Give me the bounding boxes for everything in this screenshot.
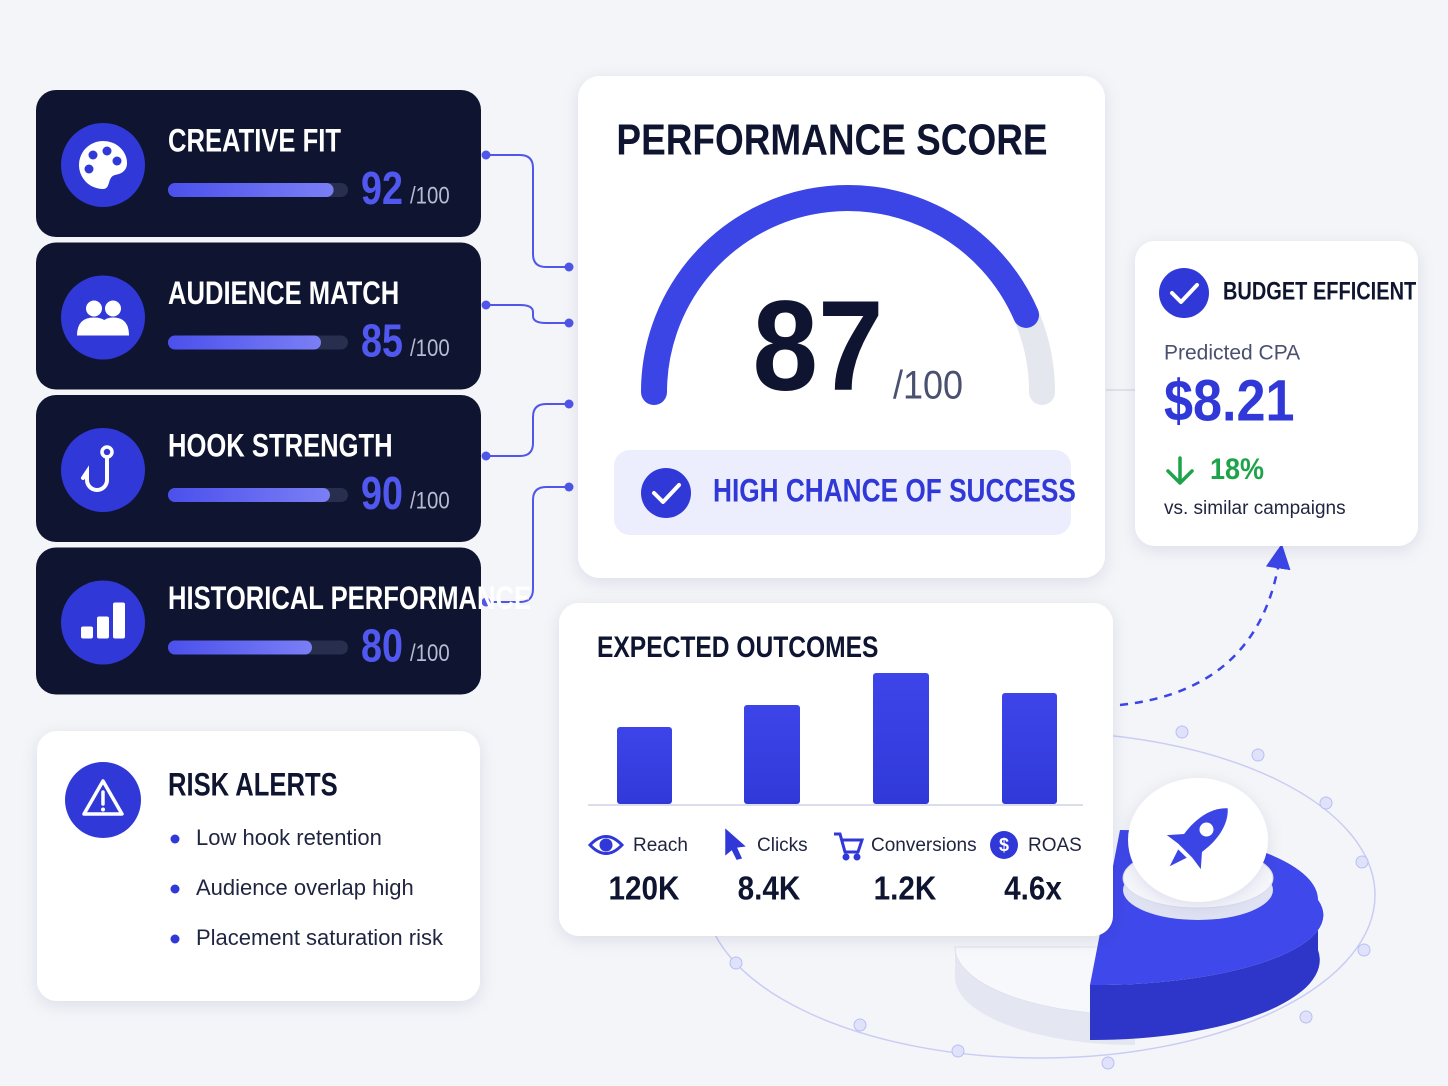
metric-card bbox=[36, 242, 481, 390]
risk-bullet bbox=[170, 934, 180, 944]
people-icon bbox=[77, 317, 129, 336]
metric-card bbox=[36, 90, 481, 237]
outcome-value: 4.6x bbox=[1004, 870, 1062, 907]
outcome-label: Conversions bbox=[871, 835, 977, 856]
progress-bar bbox=[168, 488, 330, 502]
bars-icon bbox=[113, 602, 125, 639]
gauge-value bbox=[641, 185, 1040, 405]
metric-label: CREATIVE FIT bbox=[168, 124, 341, 159]
metric-icon-bg bbox=[61, 275, 145, 360]
metric-label: HOOK STRENGTH bbox=[168, 429, 393, 464]
metric-score: 85 bbox=[361, 315, 403, 366]
status-pill bbox=[614, 450, 1071, 535]
palette-dot bbox=[88, 150, 98, 160]
progress-bar bbox=[168, 335, 321, 350]
status-text: HIGH CHANCE OF SUCCESS bbox=[713, 474, 1076, 509]
outcome-label: Reach bbox=[633, 835, 688, 856]
metric-score: 90 bbox=[361, 468, 403, 519]
budget-note: vs. similar campaigns bbox=[1164, 498, 1346, 519]
metric-score: 92 bbox=[361, 163, 403, 214]
risk-item: Low hook retention bbox=[196, 825, 382, 850]
palette-dot bbox=[84, 164, 94, 174]
cards: $ bbox=[37, 76, 1418, 1001]
people-icon bbox=[86, 300, 102, 317]
risk-item: Audience overlap high bbox=[196, 875, 414, 900]
budget-change: 18% bbox=[1210, 453, 1264, 487]
risk-item: Placement saturation risk bbox=[196, 925, 444, 950]
dollar-icon: $ bbox=[999, 835, 1009, 855]
score-value: 87 bbox=[753, 275, 884, 418]
metric-label: HISTORICAL PERFORMANCE bbox=[168, 581, 531, 616]
outcome-value: 8.4K bbox=[738, 870, 801, 907]
metric-icon-bg bbox=[61, 428, 145, 512]
budget-title: BUDGET EFFICIENT bbox=[1223, 278, 1416, 306]
risk-bullet bbox=[170, 834, 180, 844]
palette-dot bbox=[112, 156, 122, 166]
outcome-label: Clicks bbox=[757, 835, 808, 856]
metric-card bbox=[36, 547, 481, 695]
metric-max: /100 bbox=[410, 182, 450, 209]
bars-icon bbox=[97, 616, 109, 639]
decoration bbox=[704, 389, 1376, 1070]
connectors bbox=[481, 150, 574, 607]
outcome-label: ROAS bbox=[1028, 835, 1082, 856]
bars-icon bbox=[81, 626, 93, 639]
risk-card bbox=[37, 731, 480, 1001]
score-max: /100 bbox=[893, 364, 963, 408]
content: CREATIVE FIT 92/100 AUDIENCE MATCH 85/100 HO… bbox=[36, 90, 1416, 950]
metric-score: 80 bbox=[361, 620, 403, 671]
budget-card bbox=[1135, 241, 1418, 546]
outcomes-card bbox=[559, 603, 1113, 936]
risk-bullet bbox=[170, 884, 180, 894]
outcomes-title: EXPECTED OUTCOMES bbox=[597, 630, 878, 664]
budget-value: $8.21 bbox=[1164, 368, 1295, 433]
metric-label: AUDIENCE MATCH bbox=[168, 276, 399, 311]
metric-max: /100 bbox=[410, 487, 450, 514]
people-icon bbox=[105, 300, 121, 317]
hook-icon bbox=[81, 455, 109, 492]
risk-title: RISK ALERTS bbox=[168, 768, 338, 803]
progress-bar bbox=[168, 640, 312, 655]
budget-label: Predicted CPA bbox=[1164, 342, 1300, 365]
metric-card bbox=[36, 395, 481, 542]
metric-max: /100 bbox=[410, 639, 450, 666]
outcome-columns bbox=[617, 673, 1057, 804]
outcome-value: 1.2K bbox=[874, 870, 937, 907]
palette-dot bbox=[102, 146, 112, 156]
metric-max: /100 bbox=[410, 334, 450, 361]
progress-bar bbox=[168, 183, 334, 197]
outcome-value: 120K bbox=[609, 870, 680, 907]
score-title: PERFORMANCE SCORE bbox=[616, 115, 1047, 165]
outcome-icons bbox=[587, 828, 1018, 861]
